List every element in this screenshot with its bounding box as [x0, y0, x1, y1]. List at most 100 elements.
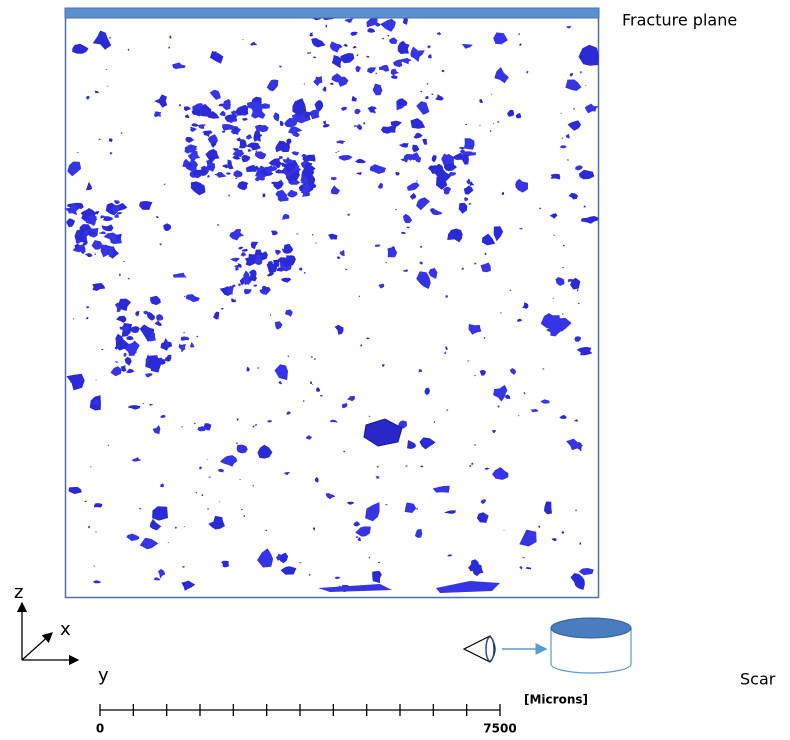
pore: [190, 181, 206, 196]
pore: [340, 53, 355, 64]
pore: [271, 230, 278, 236]
pore: [231, 127, 238, 132]
pore: [416, 180, 418, 182]
pore: [416, 508, 418, 510]
pore: [106, 85, 109, 87]
pore: [116, 212, 123, 215]
pore: [286, 138, 292, 144]
pore: [94, 503, 103, 508]
pore: [187, 150, 201, 162]
pore: [274, 364, 288, 381]
pore: [286, 411, 291, 415]
pore: [542, 368, 545, 370]
pore: [368, 556, 371, 559]
pore: [242, 39, 244, 40]
pore: [391, 75, 398, 79]
eye-lens: [485, 636, 495, 662]
pore: [86, 181, 93, 191]
pore: [254, 254, 263, 263]
pore: [207, 175, 210, 178]
pore: [415, 528, 423, 538]
pore: [237, 263, 242, 268]
pore: [206, 459, 209, 460]
pore: [172, 62, 186, 70]
pore: [239, 479, 242, 480]
pore: [500, 312, 502, 314]
pore: [225, 285, 234, 295]
pore: [538, 525, 541, 528]
pore: [437, 31, 442, 36]
pore: [578, 568, 594, 576]
pore: [578, 44, 599, 66]
pore: [269, 314, 272, 316]
pore: [480, 262, 491, 273]
pore: [246, 366, 250, 372]
pore: [311, 38, 323, 48]
pore: [425, 95, 429, 100]
pore: [366, 17, 378, 28]
pore: [573, 108, 575, 110]
pore: [517, 318, 523, 322]
pore: [241, 248, 248, 252]
pore: [153, 577, 161, 581]
pore: [410, 118, 426, 129]
pore: [217, 468, 224, 473]
pore: [180, 336, 190, 341]
pore: [503, 529, 505, 531]
pore: [127, 277, 130, 280]
pore: [336, 256, 341, 260]
pore: [207, 134, 218, 145]
pore: [355, 526, 371, 537]
pore: [530, 408, 539, 413]
pore: [377, 561, 381, 564]
pore: [80, 210, 91, 216]
pore: [257, 444, 273, 459]
pore: [205, 148, 220, 164]
pore: [461, 44, 473, 49]
fracture-plane-bar: [64, 7, 600, 19]
pore: [79, 385, 82, 387]
pore: [213, 311, 220, 320]
pore: [285, 255, 296, 266]
pore: [345, 268, 348, 271]
pore: [567, 83, 573, 86]
pore: [131, 457, 142, 462]
pore: [259, 176, 265, 181]
pore: [466, 178, 471, 185]
pore: [392, 59, 404, 68]
pore: [252, 425, 255, 428]
pore: [75, 239, 81, 244]
pore: [292, 130, 300, 138]
pore: [94, 90, 100, 94]
pore: [330, 177, 337, 181]
pore: [214, 51, 217, 53]
pore: [286, 243, 291, 246]
pore: [139, 537, 159, 550]
pore: [278, 380, 283, 385]
pore: [309, 109, 320, 120]
pore: [381, 37, 385, 40]
pore: [232, 148, 240, 152]
pore: [149, 518, 162, 531]
pore: [201, 494, 204, 497]
pore: [523, 392, 526, 395]
pore: [208, 476, 211, 478]
pore: [427, 45, 431, 49]
pore: [156, 216, 159, 219]
pore: [325, 493, 336, 500]
pore: [313, 56, 317, 59]
z-label: z: [14, 582, 23, 603]
pore: [389, 37, 398, 44]
pore: [139, 201, 153, 210]
pore: [303, 272, 306, 274]
fracture-plane-label: Fracture plane: [622, 11, 737, 30]
pore: [566, 159, 569, 161]
pore: [193, 422, 196, 425]
pore: [226, 114, 238, 120]
pore: [431, 154, 437, 163]
pore: [221, 560, 230, 568]
pore: [344, 18, 353, 23]
pore: [149, 355, 161, 373]
pore: [275, 321, 283, 330]
